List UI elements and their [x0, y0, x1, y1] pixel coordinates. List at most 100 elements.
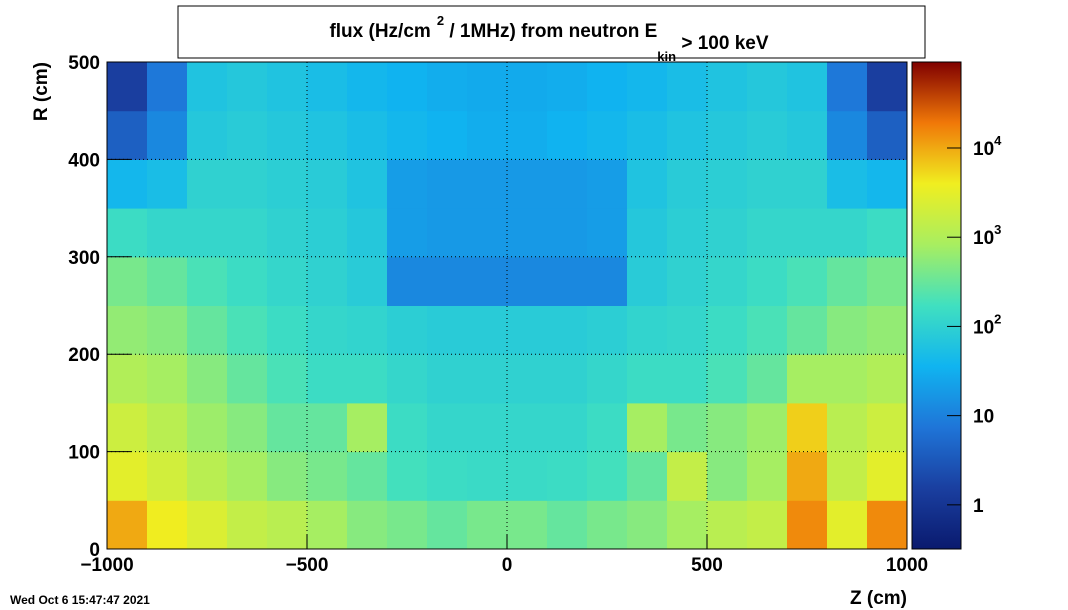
heatmap-cell [627, 110, 668, 160]
heatmap-cell [467, 500, 508, 550]
heatmap-cell [187, 305, 228, 355]
heatmap-cell [707, 208, 748, 258]
heatmap-cell [187, 159, 228, 209]
x-tick-label: 500 [691, 555, 723, 576]
heatmap-cell [347, 110, 388, 160]
heatmap-cell [467, 256, 508, 306]
heatmap-cell [547, 159, 588, 209]
heatmap-cell [467, 402, 508, 453]
heatmap-cell [267, 500, 308, 550]
heatmap-cell [507, 354, 548, 404]
heatmap-cell [267, 62, 308, 112]
heatmap-cell [467, 62, 508, 112]
heatmap-cell [587, 354, 628, 404]
heatmap-cell [427, 500, 468, 550]
heatmap-cell [307, 500, 348, 550]
heatmap-cell [627, 500, 668, 550]
heatmap-cell [627, 159, 668, 209]
heatmap-cell [787, 500, 828, 550]
colorbar-tick-label: 103 [973, 222, 1001, 249]
y-tick-label: 500 [68, 53, 100, 74]
heatmap-cell [747, 159, 788, 209]
x-axis-label: Z (cm) [850, 588, 907, 609]
colorbar-tick-base: 10 [973, 228, 994, 249]
heatmap-cell [747, 451, 788, 501]
heatmap-cell [267, 159, 308, 209]
heatmap-cell [627, 305, 668, 355]
heatmap-cell [147, 500, 188, 550]
heatmap-cell [227, 110, 268, 160]
heatmap-cell [267, 110, 308, 160]
heatmap-cell [827, 159, 868, 209]
heatmap-cell [787, 305, 828, 355]
heatmap-cell [427, 402, 468, 453]
heatmap-cell [267, 451, 308, 501]
heatmap-cell [187, 402, 228, 453]
heatmap-cell [707, 62, 748, 112]
heatmap-cell [427, 110, 468, 160]
heatmap-cell [187, 110, 228, 160]
heatmap-cell [627, 62, 668, 112]
heatmap-cell [667, 354, 708, 404]
heatmap-cell [387, 110, 428, 160]
heatmap-cell [147, 208, 188, 258]
heatmap-cell [867, 110, 908, 160]
heatmap-cell [547, 110, 588, 160]
heatmap-cell [227, 305, 268, 355]
heatmap-cell [507, 110, 548, 160]
heatmap-cell [187, 354, 228, 404]
heatmap-cell [827, 500, 868, 550]
heatmap-cell [267, 402, 308, 453]
heatmap-cell [707, 500, 748, 550]
heatmap-cell [787, 62, 828, 112]
title-part: > 100 keV [676, 33, 769, 54]
heatmap-cell [707, 110, 748, 160]
heatmap-cell [107, 402, 148, 453]
heatmap-cell [667, 305, 708, 355]
heatmap-cell [107, 305, 148, 355]
heatmap-cell [507, 256, 548, 306]
heatmap-cell [387, 402, 428, 453]
heatmap-cell [387, 451, 428, 501]
heatmap-cell [667, 500, 708, 550]
heatmap-cell [227, 500, 268, 550]
title-part: flux (Hz/cm [329, 21, 430, 42]
heatmap-cell [227, 402, 268, 453]
heatmap-cell [427, 62, 468, 112]
heatmap-cell [307, 402, 348, 453]
title-part: kin [657, 49, 676, 64]
heatmap-cell [107, 62, 148, 112]
heatmap-cell [227, 62, 268, 112]
heatmap-cell [347, 402, 388, 453]
colorbar-tick-label: 10 [973, 407, 994, 428]
heatmap-cell [787, 451, 828, 501]
heatmap-cell [587, 305, 628, 355]
heatmap-cell [107, 354, 148, 404]
heatmap-cell [187, 500, 228, 550]
heatmap-cell [587, 62, 628, 112]
heatmap-cell [107, 451, 148, 501]
y-axis-label: R (cm) [31, 62, 52, 121]
heatmap-cell [307, 451, 348, 501]
heatmap-cell [587, 208, 628, 258]
heatmap-cell [547, 500, 588, 550]
heatmap-cell [427, 159, 468, 209]
heatmap-cell [187, 62, 228, 112]
heatmap-cell [467, 305, 508, 355]
colorbar-tick-exp: 3 [994, 222, 1001, 237]
heatmap-cell [147, 256, 188, 306]
heatmap-cell [867, 305, 908, 355]
heatmap-cell [867, 402, 908, 453]
heatmap-cell [347, 256, 388, 306]
heatmap-cell [667, 451, 708, 501]
heatmap-cell [387, 62, 428, 112]
heatmap-cell [747, 500, 788, 550]
heatmap-cell [227, 256, 268, 306]
y-tick-label: 300 [68, 248, 100, 269]
heatmap-cell [387, 159, 428, 209]
colorbar-tick-label: 1 [973, 496, 984, 517]
heatmap-cell [787, 110, 828, 160]
heatmap-cell [747, 256, 788, 306]
heatmap-cell [347, 451, 388, 501]
heatmap-cell [827, 256, 868, 306]
